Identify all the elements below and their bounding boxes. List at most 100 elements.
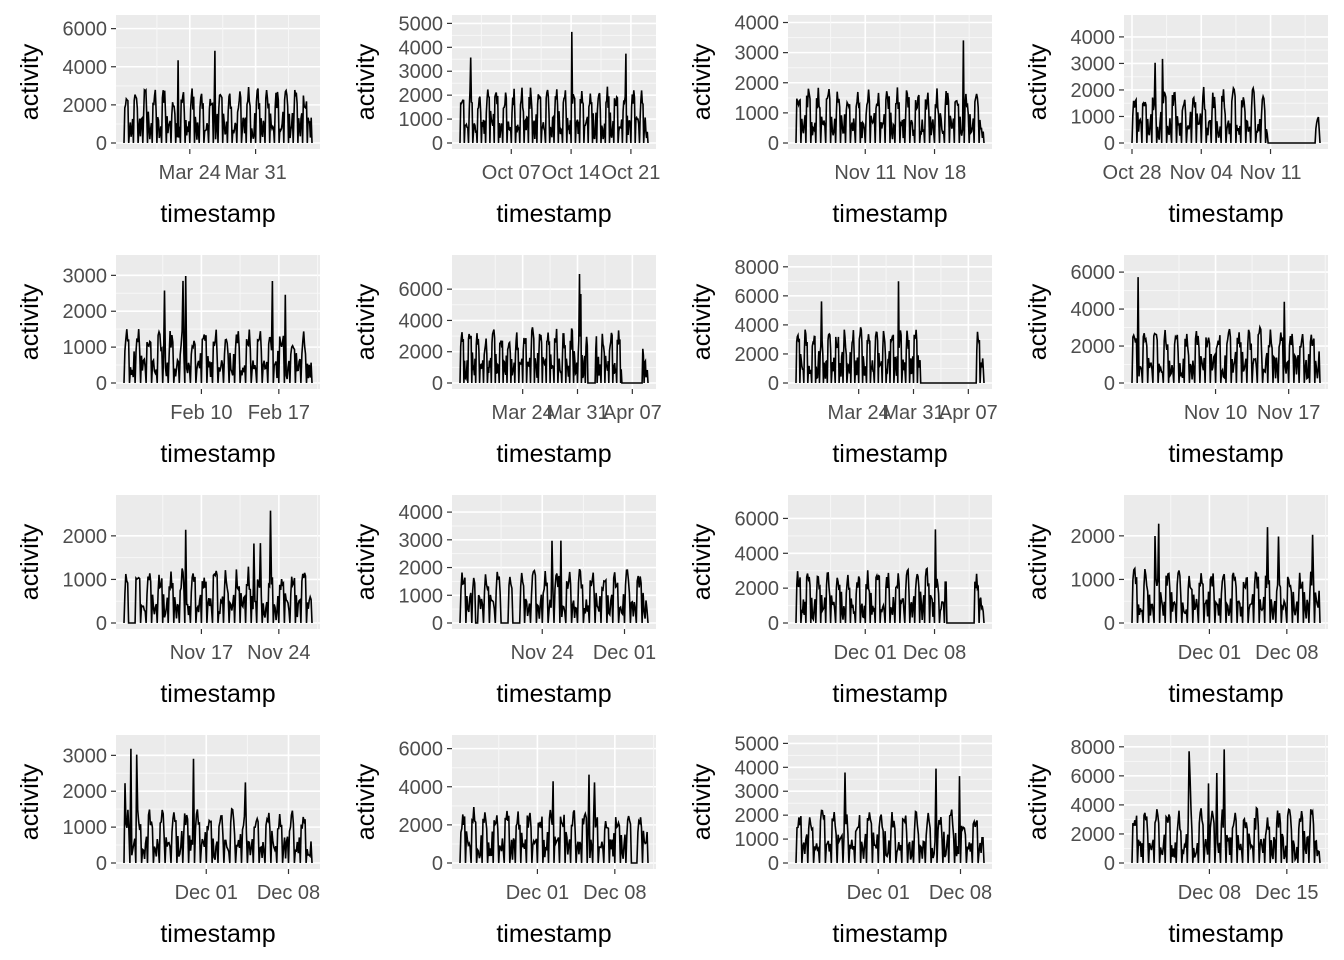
y-tick-label: 6000 (1071, 262, 1116, 284)
x-tick-label: Nov 04 (1170, 162, 1233, 184)
y-axis-title: activity (1024, 283, 1052, 360)
y-tick-label: 4000 (1071, 795, 1116, 817)
y-axis-title: activity (1024, 763, 1052, 840)
x-tick-label: Feb 10 (170, 402, 232, 424)
x-tick-label: Dec 15 (1255, 882, 1318, 904)
y-tick-label: 2000 (1071, 80, 1116, 102)
x-tick-label: Nov 18 (903, 162, 966, 184)
y-tick-label: 3000 (399, 530, 444, 552)
x-axis-title: timestamp (496, 920, 611, 948)
x-tick-label: Dec 01 (1178, 642, 1241, 664)
x-tick-label: Dec 08 (1178, 882, 1241, 904)
y-axis-title: activity (352, 523, 380, 600)
x-tick-label: Mar 31 (546, 402, 608, 424)
y-tick-label: 0 (96, 853, 107, 875)
y-tick-label: 0 (768, 373, 779, 395)
x-axis-title: timestamp (832, 200, 947, 228)
y-tick-label: 8000 (735, 257, 780, 279)
panel-1: 0 2000 4000 6000 Mar 24 Mar 31 timestamp activi… (16, 15, 320, 228)
y-tick-label: 3000 (1071, 53, 1116, 75)
y-tick-label: 4000 (63, 57, 108, 79)
x-axis-title: timestamp (832, 920, 947, 948)
y-tick-label: 1000 (1071, 569, 1116, 591)
y-tick-label: 4000 (735, 757, 780, 779)
activity-series (795, 529, 985, 624)
y-tick-label: 2000 (63, 526, 108, 548)
x-tick-label: Feb 17 (248, 402, 310, 424)
y-tick-label: 3000 (735, 43, 780, 65)
y-tick-label: 0 (768, 133, 779, 155)
y-tick-label: 0 (432, 373, 443, 395)
x-tick-label: Oct 07 (482, 162, 541, 184)
y-axis-title: activity (16, 763, 44, 840)
x-tick-label: Dec 01 (175, 882, 238, 904)
x-tick-label: Mar 24 (159, 162, 221, 184)
y-axis-title: activity (1024, 43, 1052, 120)
x-tick-label: Mar 24 (828, 402, 890, 424)
y-tick-label: 4000 (1071, 299, 1116, 321)
y-tick-label: 4000 (399, 310, 444, 332)
y-tick-label: 4000 (735, 543, 780, 565)
x-tick-label: Dec 08 (903, 642, 966, 664)
x-axis-title: timestamp (832, 680, 947, 708)
panel-9: 0 1000 2000 Nov 17 Nov 24 timestamp activity (16, 495, 320, 708)
y-axis-title: activity (688, 43, 716, 120)
y-tick-label: 0 (768, 853, 779, 875)
y-axis-title: activity (16, 283, 44, 360)
y-tick-label: 2000 (63, 95, 108, 117)
y-tick-label: 4000 (399, 777, 444, 799)
x-tick-label: Dec 08 (583, 882, 646, 904)
y-tick-label: 1000 (735, 829, 780, 851)
x-tick-label: Nov 10 (1184, 402, 1247, 424)
x-tick-label: Dec 08 (257, 882, 320, 904)
y-tick-label: 5000 (399, 13, 444, 35)
y-tick-label: 6000 (1071, 766, 1116, 788)
activity-series (795, 768, 985, 864)
x-tick-label: Oct 28 (1103, 162, 1162, 184)
panel-14: 0 2000 4000 6000 Dec 01 Dec 08 timestamp activi… (352, 735, 656, 948)
y-axis-title: activity (352, 283, 380, 360)
y-tick-label: 0 (432, 853, 443, 875)
activity-series (123, 50, 313, 144)
x-tick-label: Mar 31 (882, 402, 944, 424)
x-tick-label: Nov 24 (511, 642, 574, 664)
y-tick-label: 6000 (399, 279, 444, 301)
y-axis-title: activity (16, 43, 44, 120)
y-tick-label: 2000 (735, 344, 780, 366)
y-axis-title: activity (352, 43, 380, 120)
activity-series (1131, 58, 1321, 144)
y-tick-label: 4000 (735, 13, 780, 35)
x-tick-label: Oct 14 (542, 162, 601, 184)
y-tick-label: 1000 (735, 103, 780, 125)
panel-16: 0 2000 4000 6000 8000 Dec 08 Dec 15 timestamp ac… (1024, 735, 1328, 948)
y-tick-label: 2000 (735, 73, 780, 95)
y-tick-label: 1000 (63, 569, 108, 591)
y-tick-label: 2000 (1071, 824, 1116, 846)
x-tick-label: Mar 31 (224, 162, 286, 184)
panel-8: 0 2000 4000 6000 Nov 10 Nov 17 timestamp activi… (1024, 255, 1328, 468)
activity-series (459, 273, 649, 384)
y-tick-label: 4000 (1071, 27, 1116, 49)
x-axis-title: timestamp (160, 920, 275, 948)
y-tick-label: 2000 (399, 85, 444, 107)
y-tick-label: 6000 (399, 739, 444, 761)
activity-series (795, 40, 985, 144)
activity-series (123, 748, 313, 864)
activity-series (1131, 523, 1321, 624)
activity-series (459, 31, 649, 144)
x-tick-label: Oct 21 (601, 162, 660, 184)
x-tick-label: Nov 11 (834, 162, 896, 184)
y-tick-label: 0 (1104, 613, 1115, 635)
x-axis-title: timestamp (160, 200, 275, 228)
activity-series (459, 540, 649, 624)
activity-series (1131, 749, 1321, 864)
y-axis-title: activity (688, 763, 716, 840)
y-tick-label: 2000 (735, 805, 780, 827)
y-axis-title: activity (688, 283, 716, 360)
y-tick-label: 6000 (735, 286, 780, 308)
y-tick-label: 0 (96, 613, 107, 635)
